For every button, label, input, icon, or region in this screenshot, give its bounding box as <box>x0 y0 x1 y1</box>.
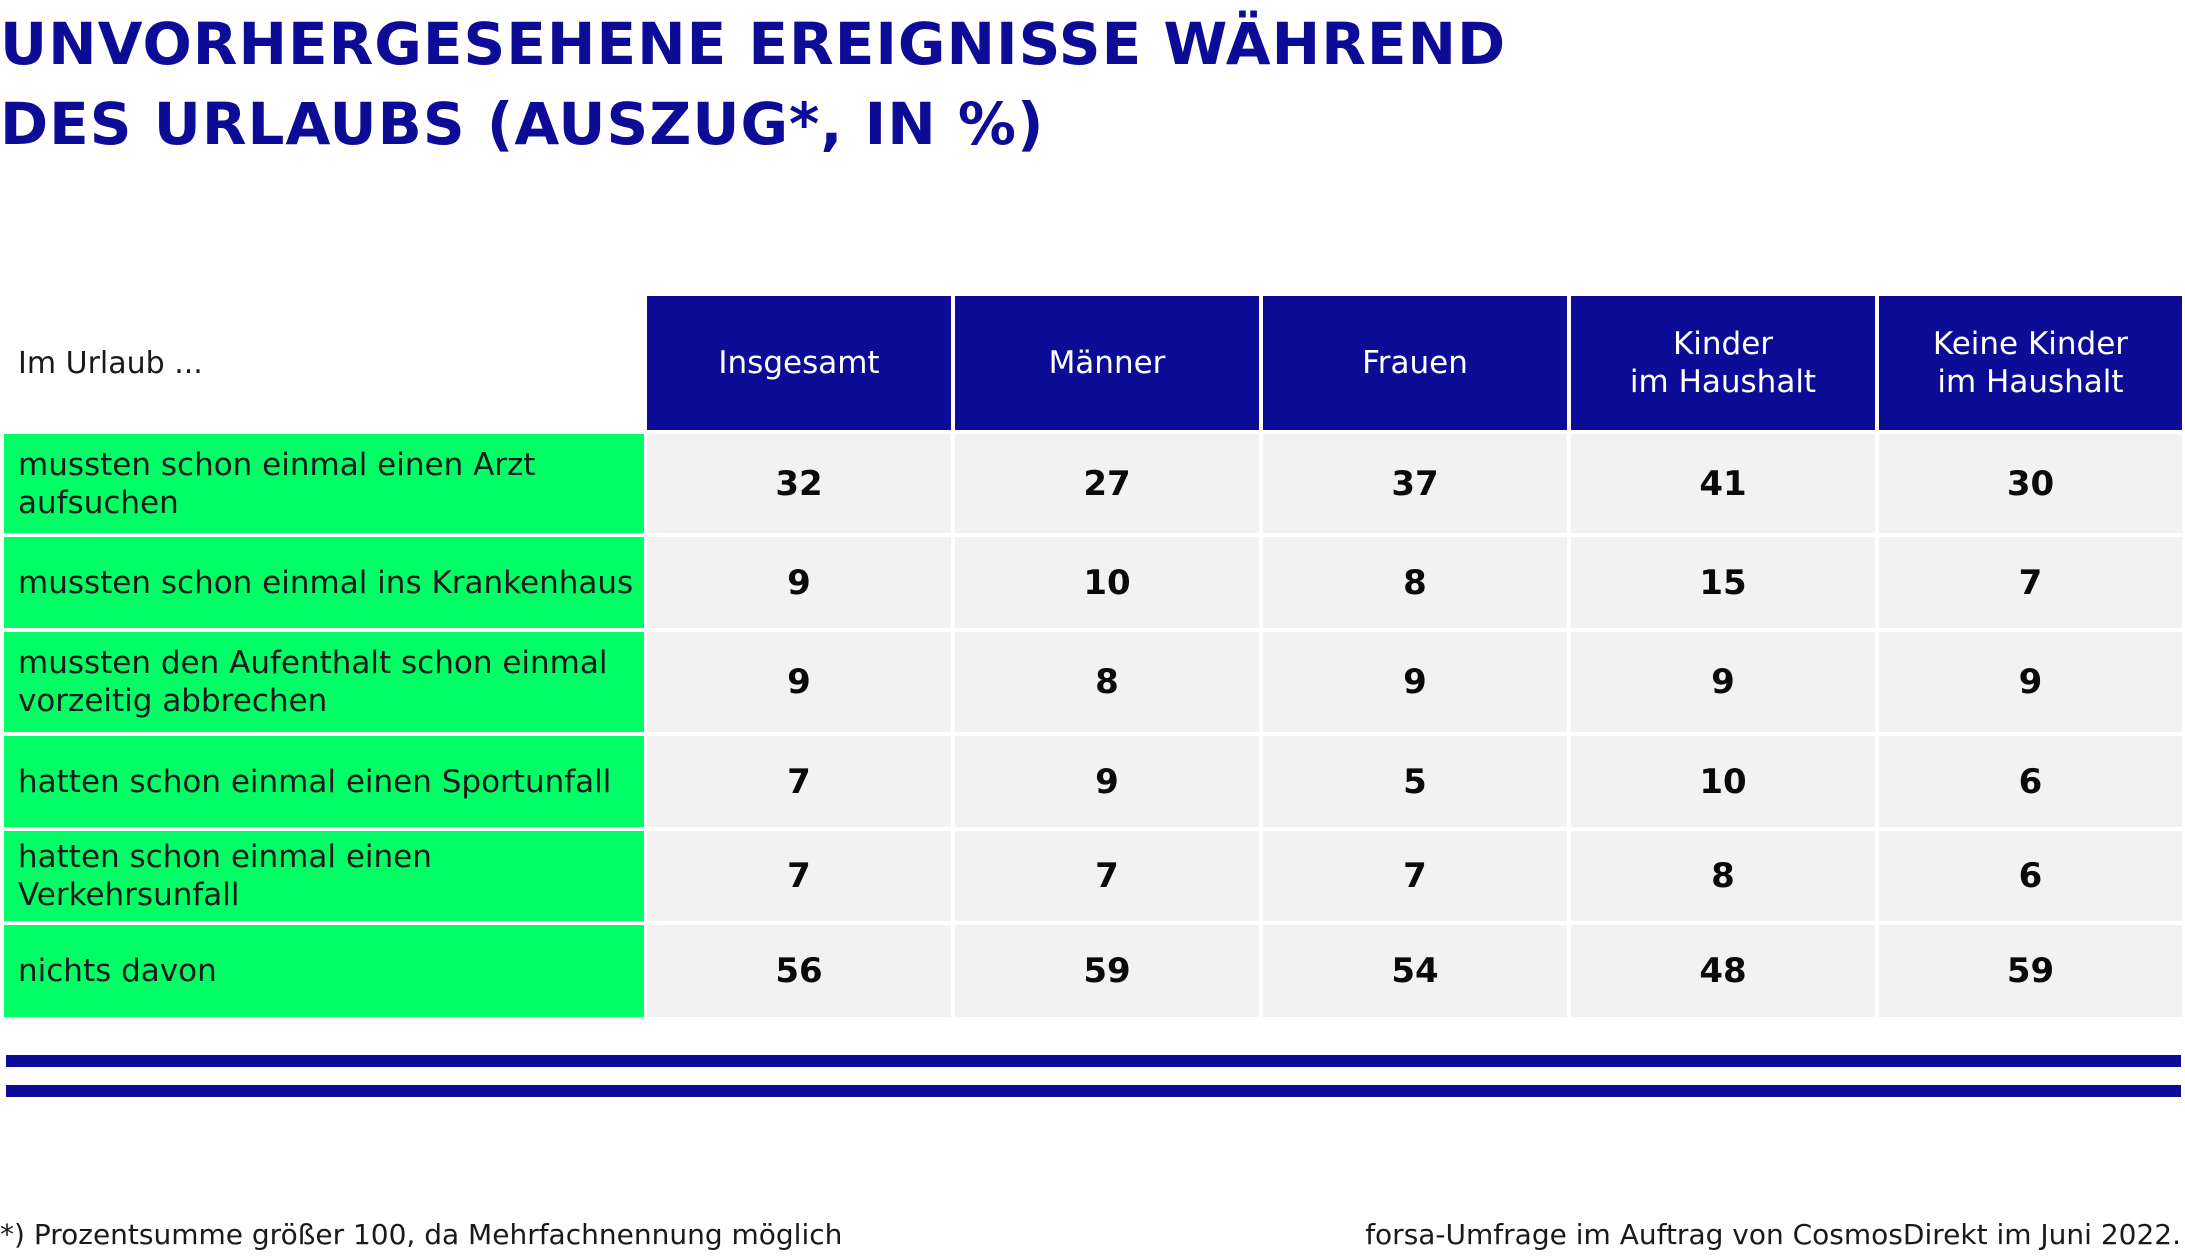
column-header-text: Kinder im Haushalt <box>1629 326 1817 400</box>
column-header: Männer <box>955 296 1259 430</box>
data-value-text: 9 <box>1095 761 1119 802</box>
divider-rule-bottom <box>6 1085 2181 1097</box>
data-value: 32 <box>647 434 951 533</box>
data-value-text: 7 <box>787 761 811 802</box>
data-value: 54 <box>1263 925 1567 1017</box>
data-value: 7 <box>1879 537 2182 628</box>
data-value-text: 48 <box>1699 951 1747 991</box>
row-label: mussten den Aufenthalt schon einmal vorz… <box>4 632 644 732</box>
data-value: 9 <box>647 537 951 628</box>
data-value-text: 7 <box>2018 562 2043 603</box>
data-value: 9 <box>1263 632 1567 732</box>
row-label-text: hatten schon einmal einen Verkehrsunfall <box>18 839 432 913</box>
data-value: 30 <box>1879 434 2182 533</box>
data-value: 5 <box>1263 736 1567 827</box>
data-value-text: 41 <box>1699 463 1747 504</box>
row-label: hatten schon einmal einen Verkehrsunfall <box>4 831 644 921</box>
data-value: 9 <box>1571 632 1875 732</box>
data-value: 7 <box>647 831 951 921</box>
data-value: 56 <box>647 925 951 1017</box>
data-value: 10 <box>955 537 1259 628</box>
data-value-text: 54 <box>1391 951 1439 991</box>
data-value: 37 <box>1263 434 1567 533</box>
row-label-text: hatten schon einmal einen Sportunfall <box>18 763 612 800</box>
row-header-label: Im Urlaub ... <box>4 296 644 430</box>
data-value-text: 7 <box>1095 856 1119 896</box>
row-label: hatten schon einmal einen Sportunfall <box>4 736 644 827</box>
row-label: nichts davon <box>4 925 644 1017</box>
data-value-text: 8 <box>1403 562 1427 603</box>
data-value-text: 37 <box>1391 463 1439 504</box>
row-label: mussten schon einmal einen Arzt aufsuche… <box>4 434 644 533</box>
data-value-text: 8 <box>1711 856 1735 896</box>
column-header: Keine Kinder im Haushalt <box>1879 296 2182 430</box>
data-value: 9 <box>647 632 951 732</box>
data-value-text: 7 <box>1403 856 1427 896</box>
data-value-text: 5 <box>1403 761 1427 802</box>
column-header-text: Insgesamt <box>718 345 880 381</box>
data-value: 41 <box>1571 434 1875 533</box>
data-value-text: 15 <box>1699 562 1747 603</box>
footnote: *) Prozentsumme größer 100, da Mehrfachn… <box>0 1218 843 1251</box>
data-value: 8 <box>1263 537 1567 628</box>
data-value-text: 32 <box>775 463 823 504</box>
data-value: 15 <box>1571 537 1875 628</box>
data-value: 7 <box>955 831 1259 921</box>
data-value: 9 <box>955 736 1259 827</box>
column-header: Frauen <box>1263 296 1567 430</box>
data-value-text: 59 <box>2006 951 2055 991</box>
data-value: 9 <box>1879 632 2182 732</box>
data-value: 6 <box>1879 831 2182 921</box>
column-header: Kinder im Haushalt <box>1571 296 1875 430</box>
data-value-text: 9 <box>2018 662 2043 702</box>
data-value: 7 <box>1263 831 1567 921</box>
chart-title-line-1: UNVORHERGESEHENE EREIGNISSE WÄHREND <box>0 10 1507 78</box>
data-value: 8 <box>955 632 1259 732</box>
row-header-label-text: Im Urlaub ... <box>18 345 203 381</box>
data-value-text: 9 <box>1403 662 1427 702</box>
row-label-text: mussten schon einmal einen Arzt aufsuche… <box>18 446 536 521</box>
data-value-text: 27 <box>1083 463 1131 504</box>
data-value-text: 10 <box>1083 562 1131 603</box>
data-value-text: 6 <box>2018 761 2043 802</box>
row-label-text: mussten schon einmal ins Krankenhaus <box>18 564 634 601</box>
data-value: 7 <box>647 736 951 827</box>
data-value-text: 6 <box>2018 856 2043 896</box>
data-value: 27 <box>955 434 1259 533</box>
source-note: forsa-Umfrage im Auftrag von CosmosDirek… <box>1365 1218 2181 1251</box>
data-value-text: 56 <box>775 951 823 991</box>
divider-rule-top <box>6 1055 2181 1067</box>
data-value: 59 <box>1879 925 2182 1017</box>
row-label-text: nichts davon <box>18 953 217 989</box>
data-value: 10 <box>1571 736 1875 827</box>
column-header: Insgesamt <box>647 296 951 430</box>
row-label-text: mussten den Aufenthalt schon einmal vorz… <box>18 645 608 719</box>
data-value-text: 7 <box>787 856 811 896</box>
data-value: 59 <box>955 925 1259 1017</box>
row-label: mussten schon einmal ins Krankenhaus <box>4 537 644 628</box>
data-value-text: 9 <box>787 562 811 603</box>
data-value: 8 <box>1571 831 1875 921</box>
data-value-text: 8 <box>1095 662 1119 702</box>
column-header-text: Männer <box>1048 345 1166 381</box>
data-value-text: 30 <box>2006 463 2055 504</box>
data-value-text: 9 <box>787 662 811 702</box>
chart-title-line-2: DES URLAUBS (AUSZUG*, IN %) <box>0 90 1045 158</box>
data-value-text: 10 <box>1699 761 1747 802</box>
column-header-text: Frauen <box>1362 345 1468 381</box>
data-value: 6 <box>1879 736 2182 827</box>
column-header-text: Keine Kinder im Haushalt <box>1932 326 2129 400</box>
data-value-text: 9 <box>1711 662 1735 702</box>
data-value: 48 <box>1571 925 1875 1017</box>
data-value-text: 59 <box>1083 951 1131 991</box>
chart-title: UNVORHERGESEHENE EREIGNISSE WÄHREND DES … <box>0 4 1700 164</box>
